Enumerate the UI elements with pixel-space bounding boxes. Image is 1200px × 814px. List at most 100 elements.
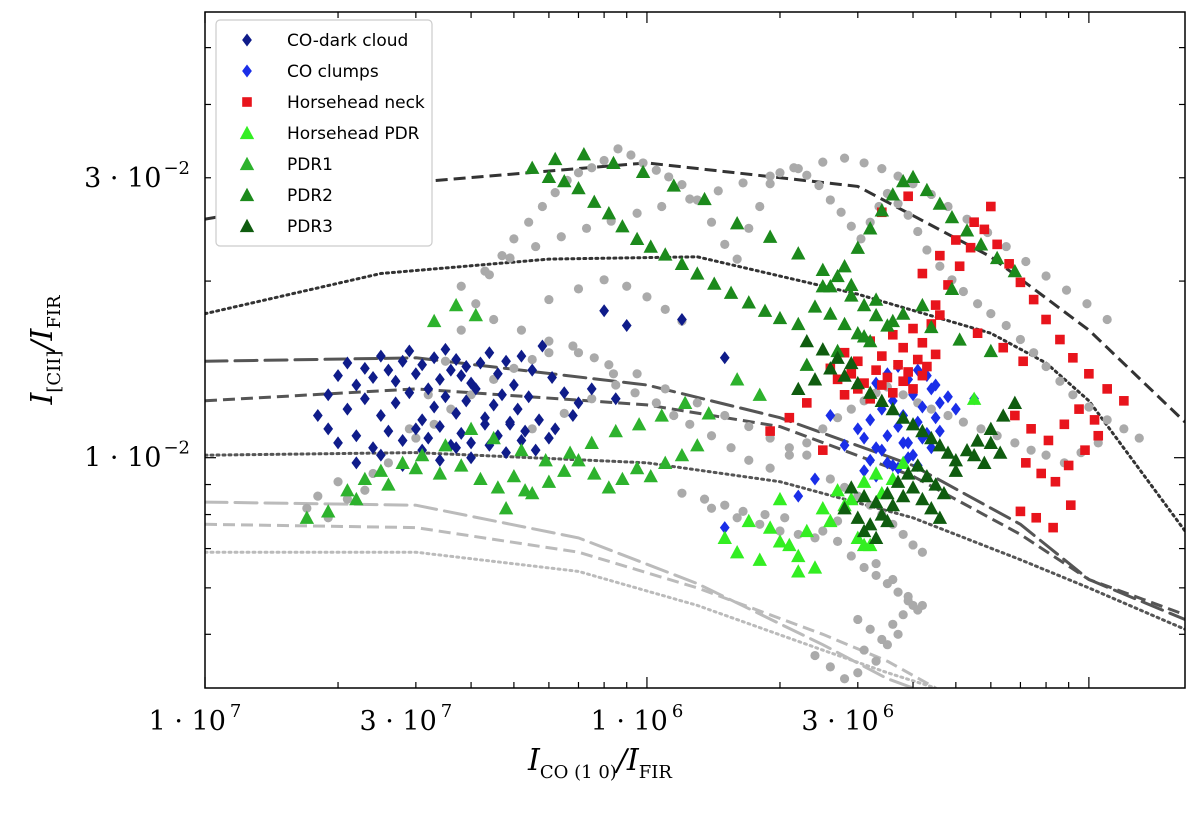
point-background <box>480 266 490 276</box>
point-background <box>962 214 972 224</box>
legend-entry-pdr2: PDR2 <box>239 186 333 206</box>
point-pdr2 <box>791 246 806 260</box>
plot-frame <box>204 11 1186 689</box>
point-co-clumps <box>950 402 961 416</box>
point-background <box>846 404 856 414</box>
point-horsehead-pdr <box>856 474 872 488</box>
point-pdr1 <box>631 417 647 431</box>
point-pdr3 <box>940 445 956 459</box>
point-background <box>642 292 652 302</box>
point-pdr3 <box>880 513 895 528</box>
legend-entry-pdr3: PDR3 <box>239 217 333 237</box>
point-horsehead-pdr <box>791 564 806 578</box>
point-co-dark-cloud <box>333 369 343 383</box>
point-background <box>853 614 863 625</box>
point-background <box>456 325 466 335</box>
point-co-dark-cloud <box>375 448 386 462</box>
point-co-dark-cloud <box>559 386 570 400</box>
legend-items: CO-dark cloud CO clumps Horsehead neck Hors… <box>239 31 425 237</box>
point-pdr1 <box>426 313 442 328</box>
model-dashed-dark <box>205 161 1185 424</box>
point-background <box>784 450 794 460</box>
point-background <box>1041 361 1051 372</box>
point-background <box>604 360 614 370</box>
point-horsehead-pdr <box>772 534 788 548</box>
point-background <box>527 354 537 365</box>
point-background <box>818 424 828 434</box>
point-background <box>706 217 717 227</box>
point-background <box>677 180 687 190</box>
point-co-dark-cloud <box>440 342 451 356</box>
point-pdr1 <box>514 442 529 457</box>
point-pdr3 <box>844 355 859 370</box>
point-horsehead-neck <box>1015 506 1026 517</box>
point-background <box>893 171 903 181</box>
point-background <box>908 540 918 550</box>
point-pdr1 <box>408 460 424 475</box>
point-background <box>935 261 945 271</box>
point-pdr2 <box>868 307 884 322</box>
point-background <box>342 494 353 504</box>
point-pdr3 <box>895 410 911 424</box>
point-co-dark-cloud <box>333 436 343 450</box>
point-background <box>775 168 785 178</box>
point-background <box>632 369 642 379</box>
point-background <box>832 536 843 546</box>
point-pdr3 <box>1007 395 1023 410</box>
point-background <box>692 398 702 408</box>
point-pdr2 <box>541 169 557 184</box>
point-background <box>573 284 584 294</box>
point-pdr2 <box>576 147 592 161</box>
point-background <box>765 171 775 181</box>
point-background <box>333 477 343 487</box>
point-co-clumps <box>930 378 941 392</box>
point-pdr1 <box>615 471 630 486</box>
point-horsehead-neck <box>922 361 932 372</box>
point-pdr2 <box>895 306 911 320</box>
point-background <box>404 424 414 434</box>
point-background <box>632 208 642 218</box>
model-dotted-light <box>205 550 938 688</box>
point-background <box>744 223 754 233</box>
series-pdr1 <box>299 297 767 524</box>
point-background <box>638 158 648 168</box>
point-background <box>732 254 742 264</box>
x-axis-label-sub2: FIR <box>639 762 673 783</box>
point-pdr3 <box>936 485 952 500</box>
point-pdr2 <box>973 237 989 251</box>
point-horsehead-neck <box>965 242 976 253</box>
point-horsehead-pdr <box>966 391 982 405</box>
point-horsehead-neck <box>887 329 898 340</box>
point-co-dark-cloud <box>621 319 632 333</box>
point-horsehead-neck <box>969 217 979 227</box>
point-horsehead-neck <box>1119 396 1129 406</box>
point-pdr3 <box>915 491 930 506</box>
point-horsehead-neck <box>943 280 953 290</box>
point-background <box>1026 445 1036 455</box>
point-co-dark-cloud <box>359 392 370 406</box>
point-pdr3 <box>830 350 845 364</box>
legend-label: PDR3 <box>287 217 333 237</box>
point-pdr1 <box>299 510 315 524</box>
point-pdr3 <box>996 408 1011 422</box>
point-background <box>1084 402 1094 412</box>
point-background <box>544 348 554 358</box>
point-background <box>660 304 670 314</box>
point-pdr2 <box>915 297 930 312</box>
point-co-dark-cloud <box>599 304 609 318</box>
point-co-dark-cloud <box>466 451 476 465</box>
point-horsehead-neck <box>818 445 828 455</box>
point-background <box>908 600 918 611</box>
point-background <box>550 188 560 198</box>
point-horsehead-neck <box>1010 410 1020 421</box>
point-co-dark-cloud <box>423 431 434 445</box>
point-pdr3 <box>862 385 878 399</box>
point-pdr2 <box>1007 263 1023 278</box>
point-horsehead-neck <box>1084 368 1094 379</box>
point-background <box>888 574 898 585</box>
point-pdr3 <box>993 445 1008 459</box>
point-horsehead-neck <box>917 370 928 381</box>
point-background <box>411 433 421 443</box>
point-horsehead-pdr <box>807 560 823 574</box>
